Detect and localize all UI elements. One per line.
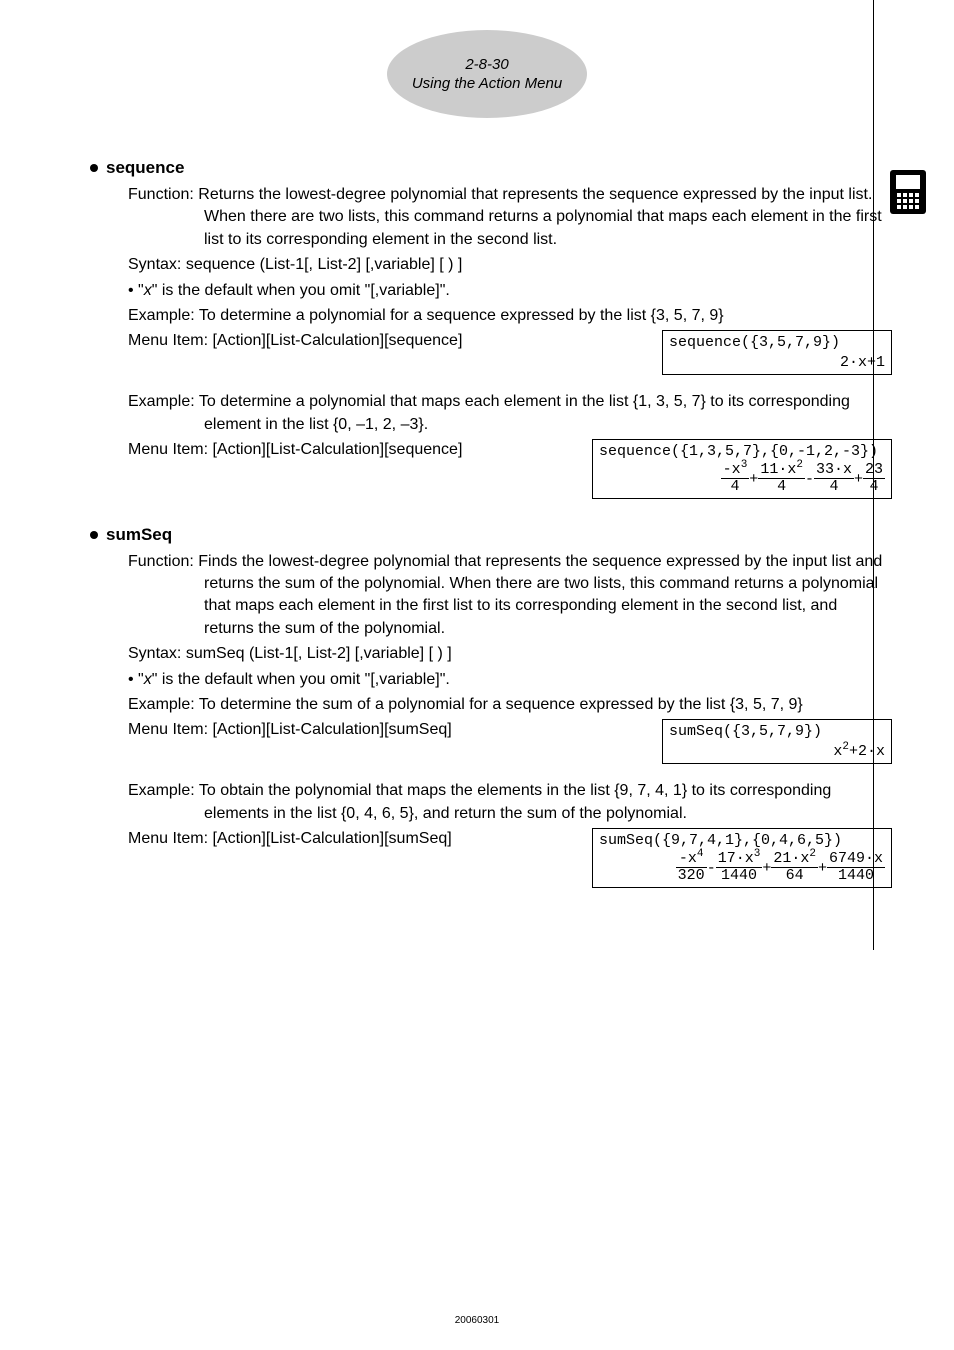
calc-screenshot-seq1: sequence({3,5,7,9}) 2·x+1 xyxy=(662,330,892,375)
example2-text: To determine a polynomial that maps each… xyxy=(199,393,850,432)
page-subtitle: Using the Action Menu xyxy=(412,75,562,92)
f1n: -x xyxy=(723,461,741,478)
g2s: 3 xyxy=(754,848,761,860)
f2s: 2 xyxy=(796,459,803,471)
syntax-label: Syntax: xyxy=(128,256,181,273)
note-suffix: " is the default when you omit "[,variab… xyxy=(152,282,450,299)
syntax-line: Syntax: sumSeq (List-1[, List-2] [,varia… xyxy=(128,643,884,665)
example1-line: Example: To determine a polynomial for a… xyxy=(128,305,884,327)
page-header-badge: 2-8-30 Using the Action Menu xyxy=(387,30,587,118)
screenshot-input: sumSeq({9,7,4,1},{0,4,6,5}) xyxy=(599,831,885,851)
example1-menu: Menu Item: [Action][List-Calculation][se… xyxy=(128,330,462,352)
g1s: 4 xyxy=(697,848,704,860)
example2-menu: Menu Item: [Action][List-Calculation][se… xyxy=(128,439,462,461)
example1-label: Example: xyxy=(128,696,195,713)
note-suffix: " is the default when you omit "[,variab… xyxy=(152,671,450,688)
function-label: Function: xyxy=(128,553,194,570)
example2-label: Example: xyxy=(128,782,195,799)
note-line: • "x" is the default when you omit "[,va… xyxy=(128,669,884,691)
f1d: 4 xyxy=(721,479,750,496)
calc-screenshot-sum1: sumSeq({3,5,7,9}) x2+2·x xyxy=(662,719,892,764)
section-title-sequence: sequence xyxy=(90,158,884,178)
function-label: Function: xyxy=(128,186,194,203)
f2d: 4 xyxy=(758,479,805,496)
example1-text: To determine the sum of a polynomial for… xyxy=(199,696,803,713)
note-prefix: • " xyxy=(128,671,144,688)
r1s: 2 xyxy=(842,741,849,753)
function-line: Function: Finds the lowest-degree polyno… xyxy=(128,551,884,641)
screenshot-result: -x4320-17·x31440+21·x264+6749·x1440 xyxy=(599,851,885,885)
g4n: 6749·x xyxy=(827,851,885,869)
screenshot-result: 2·x+1 xyxy=(669,353,885,373)
syntax-text: sumSeq (List-1[, List-2] [,variable] [ )… xyxy=(186,645,452,662)
g3n: 21·x xyxy=(773,850,809,867)
g3d: 64 xyxy=(771,868,818,885)
note-prefix: • " xyxy=(128,282,144,299)
f3n: 33·x xyxy=(814,462,854,480)
syntax-text: sequence (List-1[, List-2] [,variable] [… xyxy=(186,256,463,273)
f3d: 4 xyxy=(814,479,854,496)
syntax-label: Syntax: xyxy=(128,645,181,662)
g1d: 320 xyxy=(676,868,707,885)
g2d: 1440 xyxy=(716,868,763,885)
section-title-sumseq: sumSeq xyxy=(90,525,884,545)
example1-label: Example: xyxy=(128,307,195,324)
example2-menu: Menu Item: [Action][List-Calculation][su… xyxy=(128,828,452,850)
g3s: 2 xyxy=(809,848,816,860)
syntax-line: Syntax: sequence (List-1[, List-2] [,var… xyxy=(128,254,884,276)
function-text: Finds the lowest-degree polynomial that … xyxy=(198,553,882,637)
function-text: Returns the lowest-degree polynomial tha… xyxy=(198,186,881,248)
screenshot-result: -x34+11·x24-33·x4+234 xyxy=(599,462,885,496)
f1s: 3 xyxy=(741,459,748,471)
section-title-text: sumSeq xyxy=(106,525,172,545)
g4d: 1440 xyxy=(827,868,885,885)
screenshot-input: sequence({3,5,7,9}) xyxy=(669,333,885,353)
f2n: 11·x xyxy=(760,461,796,478)
section-title-text: sequence xyxy=(106,158,184,178)
bullet-icon xyxy=(90,164,98,172)
page-ref: 2-8-30 xyxy=(465,56,508,73)
calc-screenshot-sum2: sumSeq({9,7,4,1},{0,4,6,5}) -x4320-17·x3… xyxy=(592,828,892,888)
example1-text: To determine a polynomial for a sequence… xyxy=(199,307,724,324)
screenshot-input: sumSeq({3,5,7,9}) xyxy=(669,722,885,742)
note-var: x xyxy=(144,282,152,299)
note-line: • "x" is the default when you omit "[,va… xyxy=(128,280,884,302)
bullet-icon xyxy=(90,531,98,539)
calc-screenshot-seq2: sequence({1,3,5,7},{0,-1,2,-3}) -x34+11·… xyxy=(592,439,892,499)
example2-line: Example: To obtain the polynomial that m… xyxy=(128,780,884,825)
g1n: -x xyxy=(679,850,697,867)
example2-line: Example: To determine a polynomial that … xyxy=(128,391,884,436)
screenshot-result: x2+2·x xyxy=(669,742,885,762)
page-right-border xyxy=(873,0,874,950)
example1-line: Example: To determine the sum of a polyn… xyxy=(128,694,884,716)
r1b: +2·x xyxy=(849,743,885,760)
function-line: Function: Returns the lowest-degree poly… xyxy=(128,184,884,251)
example2-label: Example: xyxy=(128,393,195,410)
note-var: x xyxy=(144,671,152,688)
g2n: 17·x xyxy=(718,850,754,867)
calculator-icon xyxy=(890,170,926,214)
example1-menu: Menu Item: [Action][List-Calculation][su… xyxy=(128,719,452,741)
page-footer: 20060301 xyxy=(0,1315,954,1326)
example2-text: To obtain the polynomial that maps the e… xyxy=(199,782,831,821)
